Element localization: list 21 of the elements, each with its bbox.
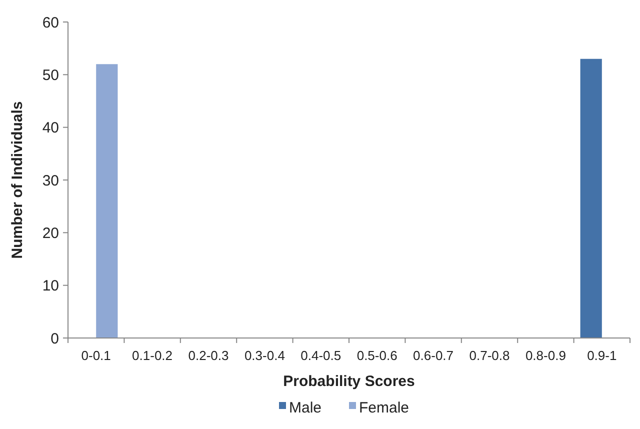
x-tick-label: 0.5-0.6 [356, 348, 398, 363]
y-tick-label: 50 [42, 66, 59, 84]
x-tick-label: 0.6-0.7 [413, 348, 454, 363]
legend-label: Male [289, 399, 322, 416]
x-tick-label: 0.2-0.3 [188, 348, 229, 363]
legend-label: Female [359, 399, 410, 416]
y-tick-label: 40 [42, 120, 59, 137]
x-tick-label: 0.7-0.8 [469, 348, 510, 363]
x-tick-label: 0.4-0.5 [300, 348, 342, 363]
y-tick-label: 10 [42, 278, 59, 295]
x-tick-label: 0-0.1 [81, 348, 111, 363]
x-axis-title: Probability Scores [283, 373, 415, 390]
y-tick-label: 30 [42, 172, 59, 190]
x-tick-label: 0.9-1 [587, 348, 617, 363]
y-tick-label: 60 [42, 14, 59, 32]
x-tick-label: 0.8-0.9 [525, 348, 566, 363]
x-tick-label: 0.1-0.2 [132, 348, 173, 363]
x-tick-label: 0.3-0.4 [244, 348, 285, 363]
y-axis-title: Number of Individuals [9, 101, 26, 259]
y-tick-label: 0 [50, 330, 59, 348]
y-tick-label: 20 [42, 224, 59, 242]
